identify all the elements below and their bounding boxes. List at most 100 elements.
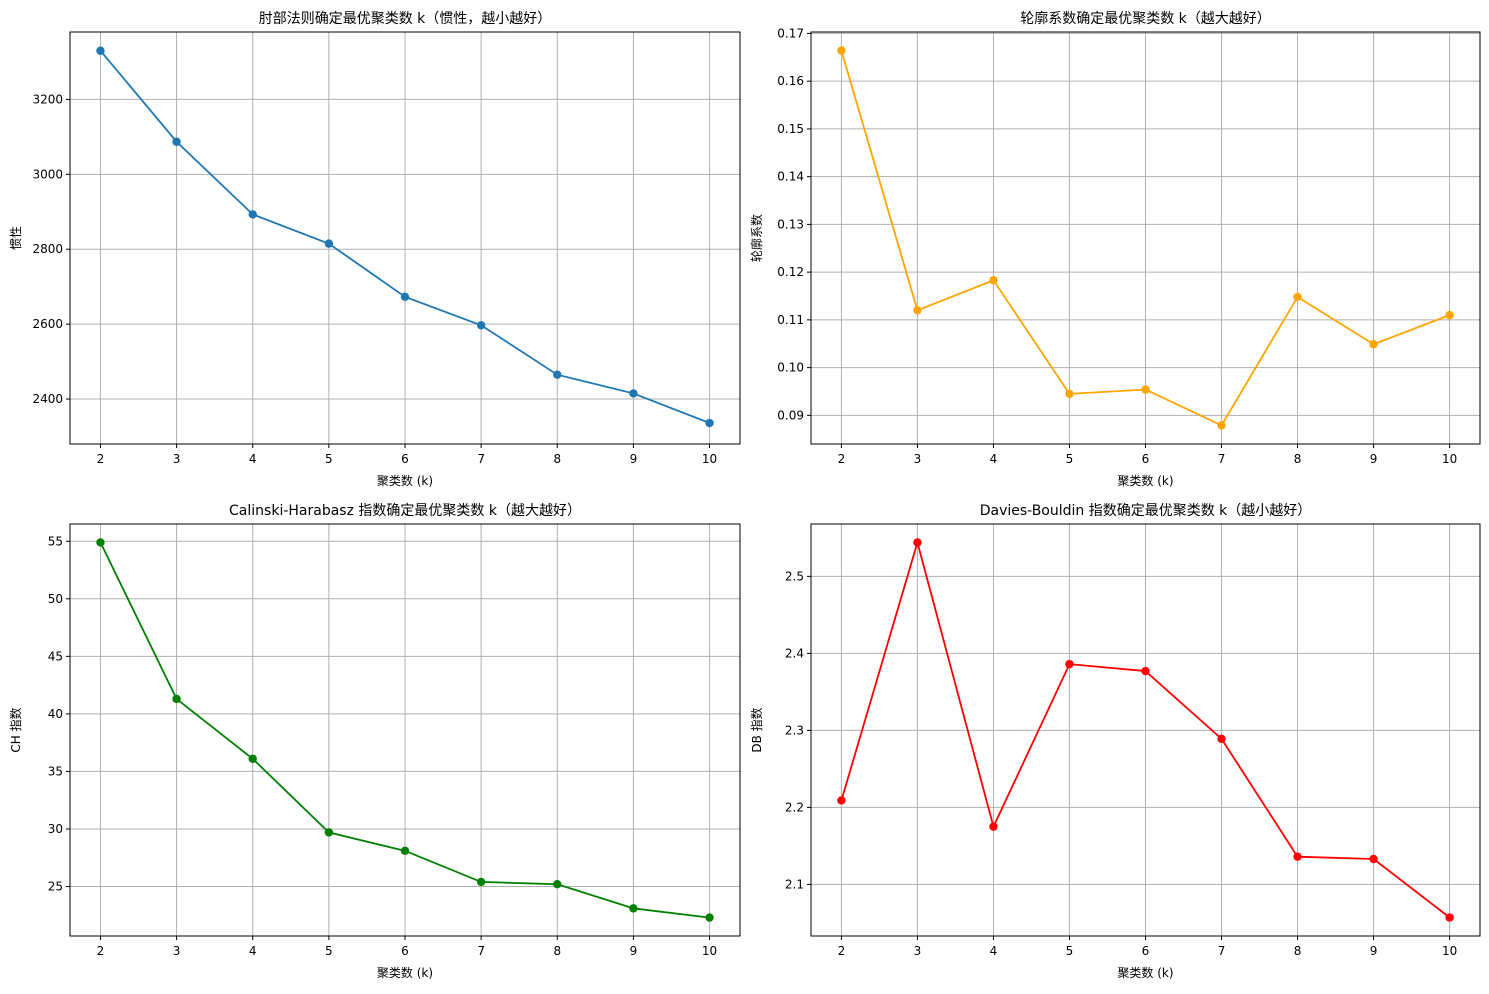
y-tick-label: 45: [48, 649, 63, 663]
y-tick-label: 2.2: [785, 800, 804, 814]
x-tick-label: 6: [1142, 452, 1150, 466]
data-point-k4: [989, 276, 998, 285]
y-tick-label: 50: [48, 592, 63, 606]
y-tick-label: 0.13: [777, 217, 804, 231]
x-tick-label: 9: [630, 944, 638, 958]
x-tick-label: 9: [1370, 452, 1378, 466]
y-axis-label: CH 指数: [8, 707, 23, 752]
x-tick-label: 8: [553, 452, 561, 466]
x-axis: 2 3 4 5 6 7 8 9 10: [97, 936, 717, 958]
x-tick-label: 10: [702, 944, 717, 958]
chart-title: 轮廓系数确定最优聚类数 k（越大越好）: [1020, 10, 1271, 27]
data-point-k9: [1369, 854, 1378, 864]
data-point-k10: [1445, 310, 1454, 320]
y-tick-label: 2.5: [785, 569, 804, 583]
x-axis-label: 聚类数 (k): [1117, 473, 1173, 488]
y-tick-label: 2.3: [785, 723, 804, 737]
y-tick-label: 2600: [32, 317, 63, 331]
x-tick-label: 7: [477, 944, 485, 958]
x-tick-label: 3: [173, 452, 181, 466]
x-tick-label: 8: [1294, 452, 1302, 466]
x-tick-label: 6: [1142, 944, 1150, 958]
chart-panel-4: 2 3 4 5 6 7 8 9 10 2.1 2.2 2.3 2.4 2.5 Davies-Bouldin …: [749, 503, 1481, 980]
y-tick-label: 2400: [32, 392, 63, 406]
data-point-k4: [248, 210, 257, 219]
x-tick-label: 6: [401, 452, 409, 466]
x-tick-label: 2: [838, 452, 846, 466]
x-tick-label: 9: [1370, 944, 1378, 958]
chart-title: Calinski-Harabasz 指数确定最优聚类数 k（越大越好）: [229, 503, 581, 519]
y-axis: 25 30 35 40 45 50 55: [48, 534, 70, 894]
grid: [811, 32, 1480, 444]
data-point-k2: [96, 46, 105, 55]
data-point-k4: [248, 754, 257, 763]
data-point-k8: [553, 880, 562, 889]
data-point-k3: [913, 306, 922, 315]
data-point-k5: [324, 239, 334, 248]
x-tick-label: 7: [1218, 944, 1226, 958]
y-tick-label: 0.09: [777, 408, 804, 422]
y-tick-label: 0.15: [777, 122, 804, 136]
x-tick-label: 3: [173, 944, 181, 958]
x-axis: 2 3 4 5 6 7 8 9 10: [838, 936, 1457, 958]
data-point-k6: [1141, 385, 1150, 394]
y-tick-label: 0.10: [777, 361, 804, 375]
grid: [811, 524, 1480, 936]
y-tick-label: 0.17: [777, 26, 804, 40]
chart-panel-2: 2 3 4 5 6 7 8 9 100.090.100.110.120.130.140.150.…: [749, 10, 1481, 488]
x-tick-label: 3: [914, 944, 922, 958]
y-tick-label: 3000: [32, 167, 63, 181]
x-tick-label: 2: [838, 944, 846, 958]
x-tick-label: 6: [401, 944, 409, 958]
x-axis-label: 聚类数 (k): [377, 965, 433, 980]
data-point-k8: [553, 370, 562, 379]
data-point-k5: [1065, 659, 1074, 669]
x-tick-label: 4: [990, 452, 998, 466]
x-tick-label: 5: [325, 452, 333, 466]
x-tick-label: 3: [914, 452, 922, 466]
y-axis-label: 轮廓系数: [749, 214, 764, 262]
data-point-k6: [400, 846, 410, 856]
x-tick-label: 5: [325, 944, 333, 958]
x-tick-label: 8: [1294, 944, 1302, 958]
y-tick-label: 55: [48, 534, 63, 548]
y-tick-label: 30: [48, 822, 63, 836]
x-tick-label: 7: [477, 452, 485, 466]
x-axis-label: 聚类数 (k): [377, 473, 433, 488]
data-point-k2: [96, 538, 105, 547]
x-axis-label: 聚类数 (k): [1117, 965, 1173, 980]
data-point-k8: [1293, 852, 1302, 861]
data-point-k6: [1141, 666, 1150, 676]
data-point-k2: [837, 796, 846, 805]
x-tick-label: 10: [1442, 452, 1457, 466]
x-tick-label: 10: [702, 452, 717, 466]
data-point-k7: [1217, 734, 1226, 744]
data-point-k9: [629, 389, 638, 398]
data-point-k3: [172, 137, 181, 146]
x-axis: 2 3 4 5 6 7 8 9 10: [97, 444, 717, 466]
data-point-k3: [913, 538, 922, 547]
data-point-k2: [837, 46, 846, 55]
x-tick-label: 2: [97, 452, 105, 466]
y-tick-label: 0.16: [777, 74, 804, 88]
y-tick-label: 0.12: [777, 265, 804, 279]
x-tick-label: 4: [990, 944, 998, 958]
y-tick-label: 3200: [32, 92, 63, 106]
y-axis-label: DB 指数: [749, 707, 764, 752]
chart-panel-3: 2 3 4 5 6 7 8 9 1025303540455055Calinski-Harabas…: [8, 503, 741, 980]
x-tick-label: 8: [553, 944, 561, 958]
data-point-k9: [629, 904, 638, 913]
x-tick-label: 4: [249, 944, 257, 958]
y-tick-label: 2800: [32, 242, 63, 256]
x-tick-label: 5: [1066, 944, 1074, 958]
x-tick-label: 5: [1066, 452, 1074, 466]
data-point-k7: [476, 321, 486, 330]
data-point-k10: [705, 418, 714, 428]
data-point-k10: [1445, 913, 1454, 922]
x-axis: 2 3 4 5 6 7 8 9 10: [838, 444, 1457, 466]
x-tick-label: 2: [97, 944, 105, 958]
y-axis-label: 惯性: [8, 226, 23, 250]
y-axis: 2.1 2.2 2.3 2.4 2.5: [785, 569, 811, 891]
y-tick-label: 25: [48, 880, 63, 894]
